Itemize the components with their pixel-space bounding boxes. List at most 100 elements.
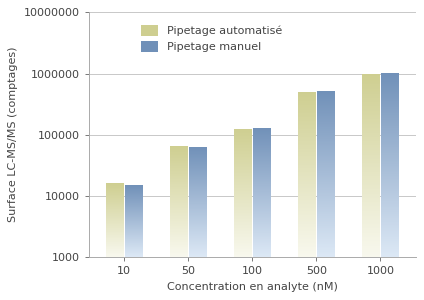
Bar <box>362 235 380 236</box>
Bar <box>234 173 252 174</box>
Bar <box>170 178 187 179</box>
Bar <box>317 109 335 110</box>
Bar <box>170 173 187 174</box>
Bar <box>362 158 380 159</box>
Bar <box>381 165 399 166</box>
Bar <box>317 203 335 204</box>
Bar <box>234 210 252 211</box>
Bar <box>362 128 380 129</box>
Bar <box>234 218 252 219</box>
Bar <box>362 151 380 152</box>
Bar <box>362 224 380 225</box>
Bar <box>170 214 187 215</box>
Bar <box>234 161 252 162</box>
Bar <box>317 224 335 225</box>
Bar <box>298 226 316 227</box>
Bar <box>253 157 271 158</box>
Bar <box>362 197 380 198</box>
Bar <box>170 227 187 228</box>
Bar <box>298 136 316 137</box>
Bar <box>170 179 187 180</box>
Bar <box>317 157 335 158</box>
Bar <box>170 217 187 218</box>
Bar <box>362 137 380 138</box>
Bar <box>381 109 399 110</box>
Bar <box>362 173 380 174</box>
Bar <box>253 159 271 160</box>
Bar <box>362 87 380 88</box>
Bar <box>381 256 399 257</box>
Bar <box>317 122 335 123</box>
Bar <box>362 95 380 96</box>
Bar <box>253 148 271 149</box>
Bar <box>170 216 187 217</box>
Bar <box>253 138 271 139</box>
Bar <box>381 129 399 130</box>
Bar <box>381 156 399 157</box>
Bar <box>234 157 252 158</box>
Bar <box>381 187 399 188</box>
Bar <box>362 160 380 161</box>
Bar <box>253 208 271 209</box>
Bar <box>298 230 316 231</box>
Bar <box>381 215 399 216</box>
Bar <box>189 174 207 175</box>
Bar <box>189 233 207 234</box>
Bar <box>189 195 207 196</box>
Bar <box>362 116 380 117</box>
Bar <box>253 249 271 250</box>
Bar <box>298 221 316 222</box>
Bar <box>317 128 335 129</box>
Bar <box>189 247 207 248</box>
Bar <box>170 152 187 153</box>
Bar <box>381 238 399 239</box>
Bar <box>362 184 380 185</box>
Bar <box>189 191 207 192</box>
Bar <box>298 242 316 243</box>
Bar <box>298 246 316 247</box>
Bar <box>317 189 335 190</box>
Bar <box>189 232 207 233</box>
Bar <box>253 226 271 227</box>
Bar <box>362 234 380 235</box>
Bar <box>170 169 187 170</box>
Bar <box>362 123 380 124</box>
Bar <box>298 197 316 198</box>
Bar <box>253 227 271 228</box>
Bar <box>234 228 252 229</box>
Bar <box>253 238 271 239</box>
Bar <box>189 151 207 152</box>
Bar <box>170 242 187 243</box>
Bar <box>234 237 252 238</box>
Bar <box>381 221 399 222</box>
Bar <box>234 209 252 210</box>
Bar <box>317 226 335 227</box>
Bar <box>317 209 335 210</box>
Bar <box>298 165 316 166</box>
Bar <box>189 154 207 155</box>
Bar <box>362 105 380 106</box>
Bar <box>362 132 380 133</box>
Bar <box>317 236 335 237</box>
Bar <box>170 202 187 203</box>
Bar <box>253 240 271 241</box>
Bar <box>189 201 207 202</box>
Bar <box>362 182 380 183</box>
Bar <box>189 196 207 197</box>
Bar <box>317 205 335 206</box>
Bar <box>317 120 335 121</box>
Bar <box>381 153 399 154</box>
Bar <box>189 180 207 181</box>
Bar <box>298 225 316 226</box>
Bar <box>189 199 207 200</box>
Bar <box>317 213 335 214</box>
Bar <box>362 157 380 158</box>
Bar <box>253 134 271 135</box>
Bar <box>317 168 335 169</box>
Bar <box>317 175 335 176</box>
Bar <box>381 106 399 107</box>
Bar <box>234 146 252 147</box>
Bar <box>253 167 271 168</box>
Bar <box>298 174 316 175</box>
Bar <box>381 118 399 119</box>
